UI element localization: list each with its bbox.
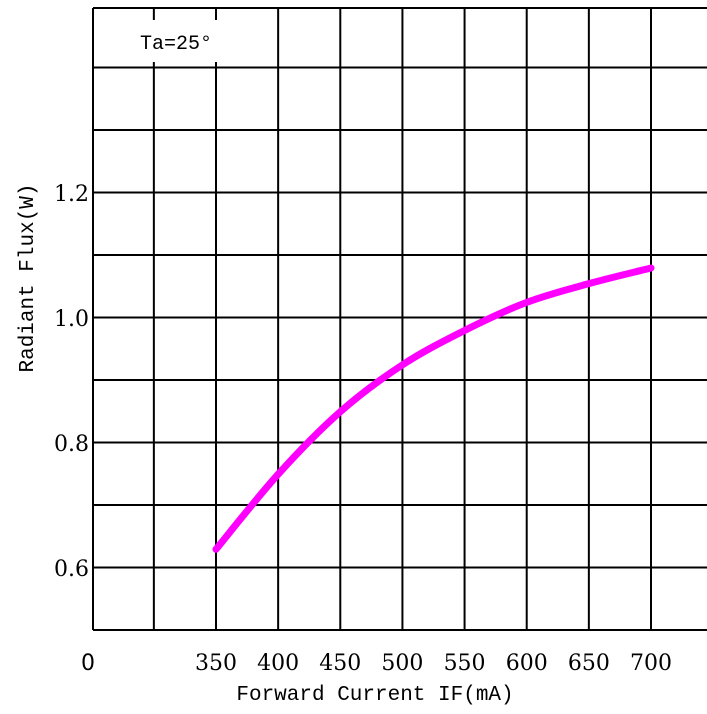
x-tick-label: 700 [630,651,672,676]
x-tick-label: 350 [195,651,237,676]
x-tick-label: 550 [444,651,486,676]
x-tick-label: 450 [319,651,361,676]
annotation-label: Ta=25° [140,33,212,56]
plot-area [212,264,655,553]
origin-label: 0 [81,651,95,676]
y-tick-label: 1.2 [54,182,89,207]
y-tick-label: 1.0 [54,307,89,332]
x-tick-label: 650 [568,651,610,676]
y-axis-title: Radiant Flux(W) [17,183,40,372]
x-tick-labels: 350 400 450 500 550 600 650 700 [195,651,672,676]
x-tick-label: 600 [506,651,548,676]
y-tick-label: 0.8 [54,432,89,457]
series-line-radiant-flux [212,264,655,553]
x-axis-title: Forward Current IF(mA) [236,684,513,707]
x-tick-label: 400 [257,651,299,676]
x-tick-label: 500 [381,651,423,676]
y-tick-labels: 0.6 0.8 1.0 1.2 [54,182,89,582]
annotation-box: Ta=25° [105,20,265,62]
y-tick-label: 0.6 [54,557,89,582]
chart-grid [92,7,707,631]
